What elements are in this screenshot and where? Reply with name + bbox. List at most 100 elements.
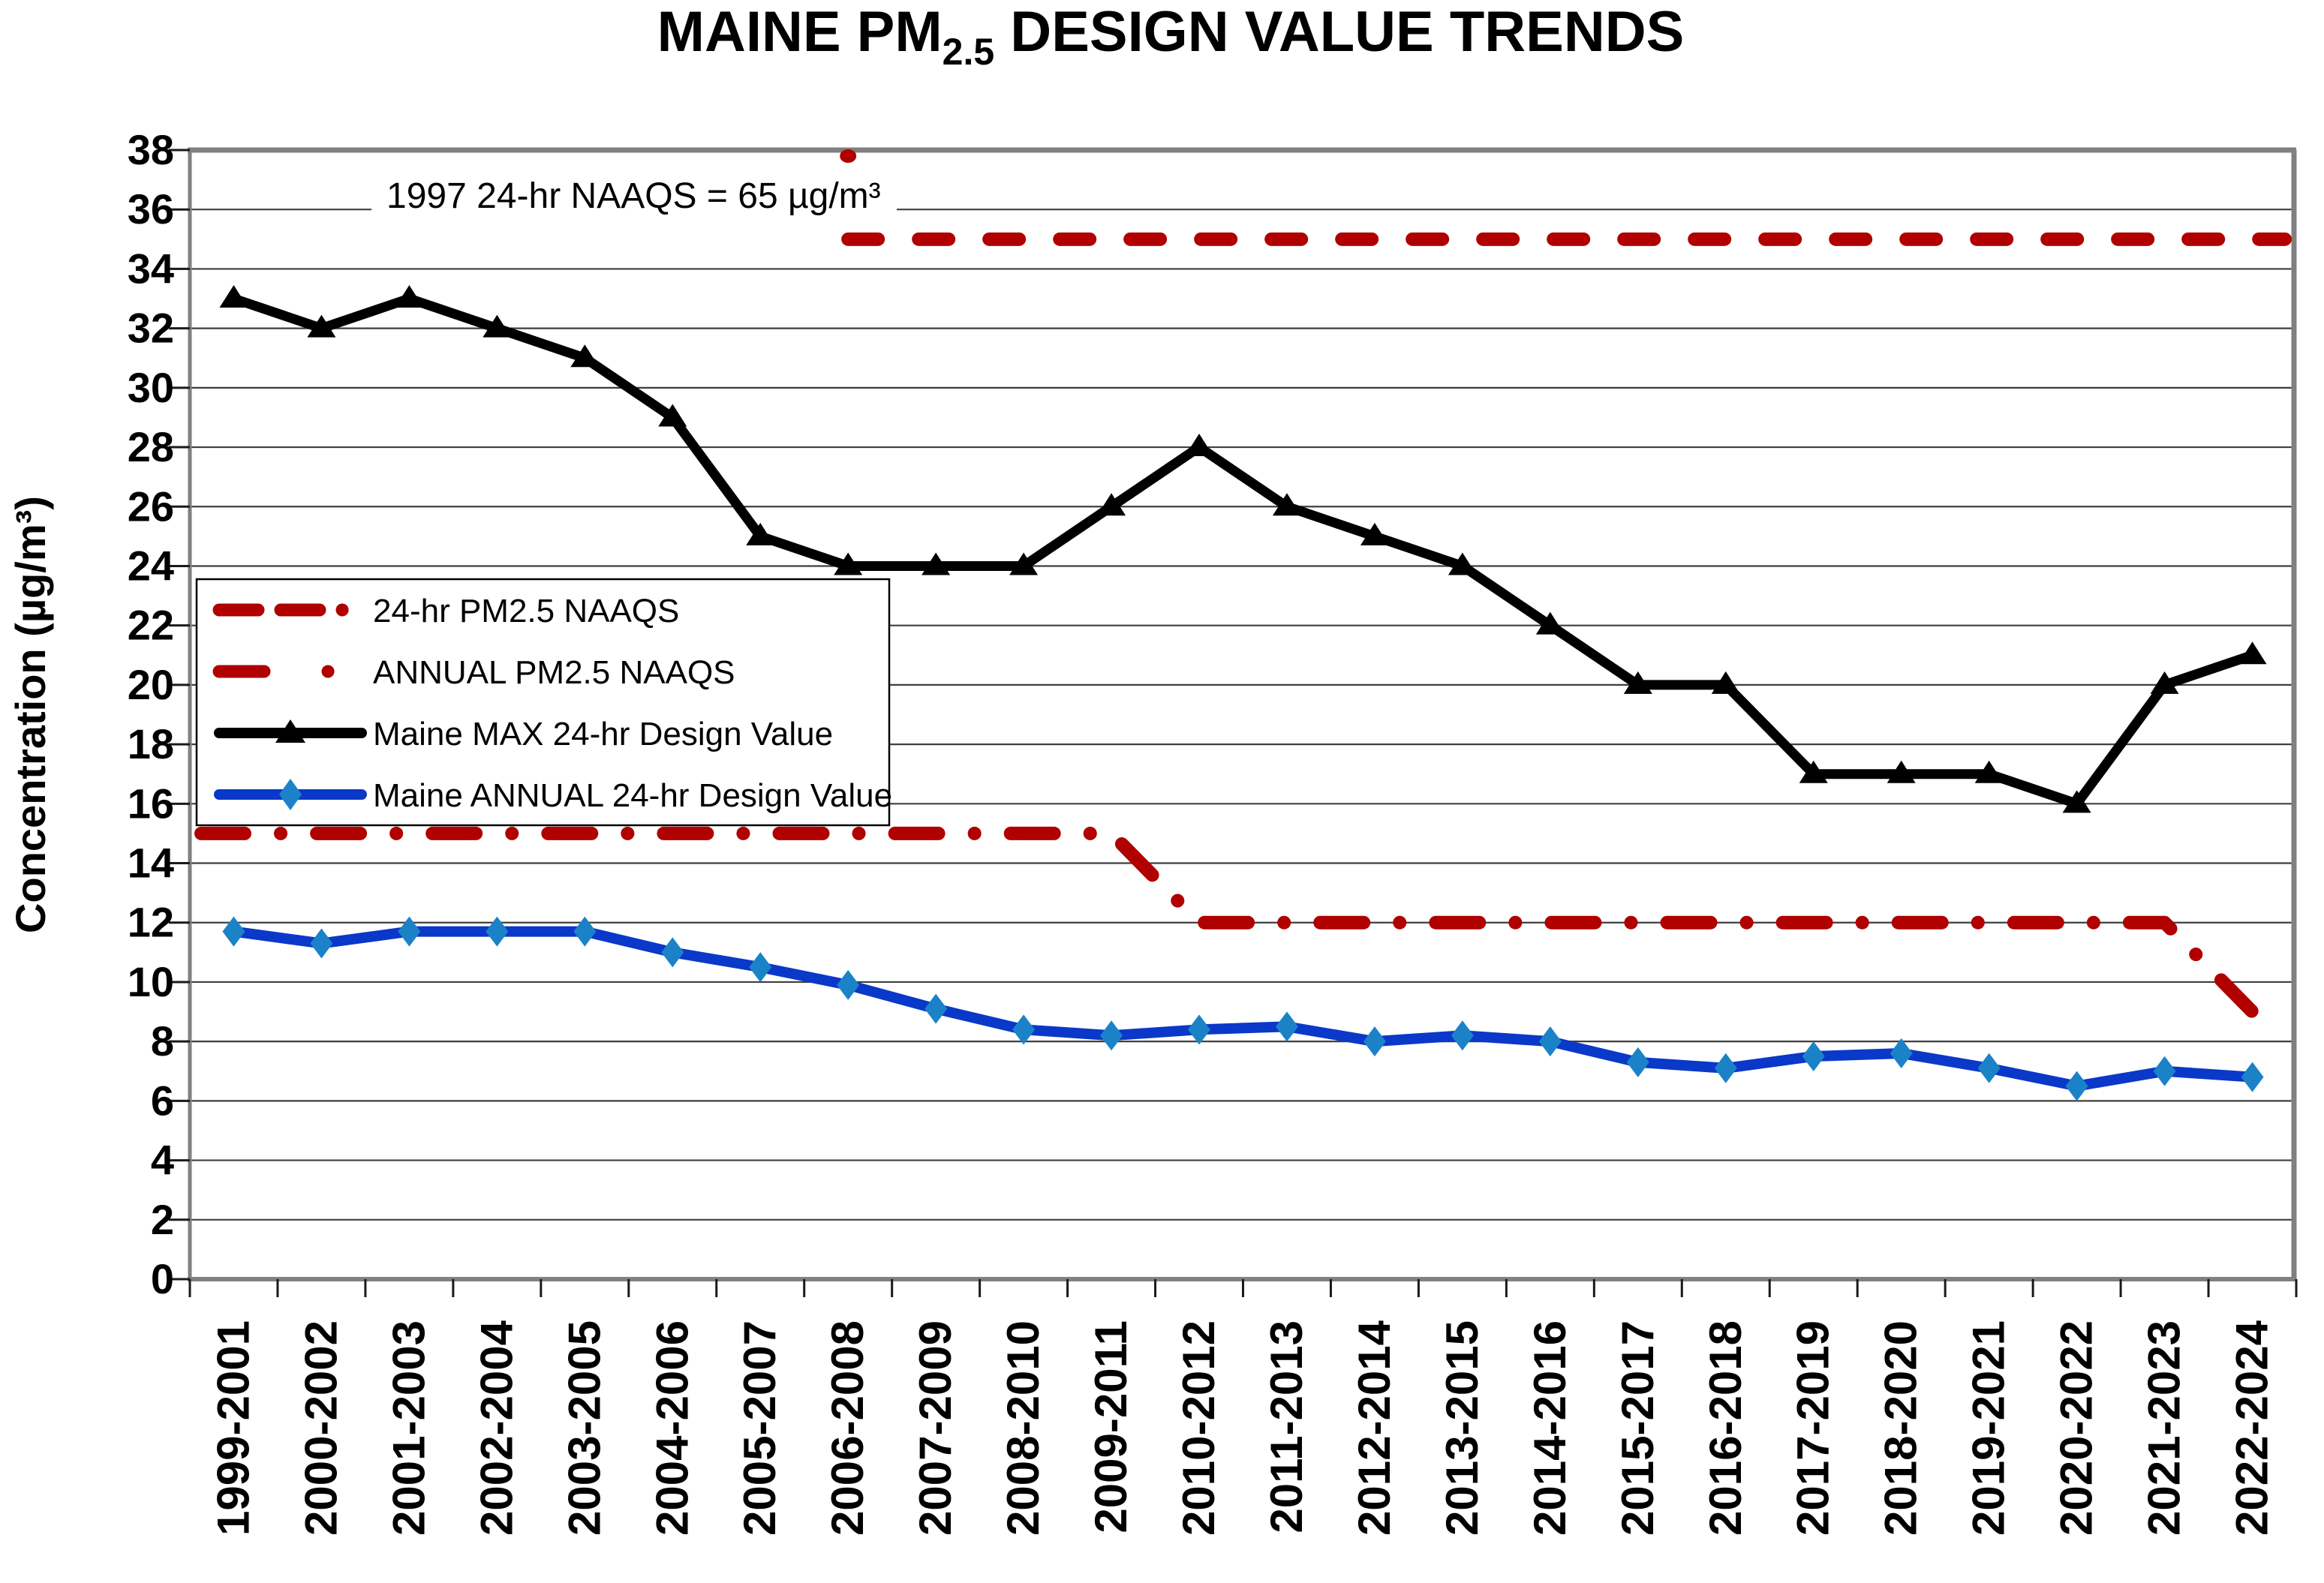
triangle-marker <box>395 285 424 308</box>
x-axis-tick-label: 2007-2009 <box>910 1320 961 1536</box>
triangle-marker <box>483 314 512 338</box>
diamond-marker <box>1626 1047 1649 1077</box>
y-axis-tick-label: 26 <box>128 482 174 530</box>
y-axis-tick-label: 36 <box>128 185 174 233</box>
x-axis-tick-label: 1999-2001 <box>208 1320 258 1536</box>
y-axis-tick-label: 32 <box>128 305 174 352</box>
axes: 024681012141618202224262830323436381999-… <box>7 126 2298 1536</box>
y-axis-tick-label: 12 <box>128 899 174 946</box>
diamond-marker <box>1363 1026 1386 1057</box>
x-axis-tick-label: 2017-2019 <box>1788 1320 1838 1536</box>
y-axis-tick-label: 2 <box>151 1196 174 1243</box>
y-axis-tick-label: 0 <box>151 1255 174 1302</box>
annotation-text: 1997 24-hr NAAQS = 65 µg/m³ <box>386 176 881 216</box>
chart-title: MAINE PM2.5 DESIGN VALUE TRENDS <box>657 0 1685 73</box>
triangle-marker <box>307 314 336 338</box>
y-axis-tick-label: 14 <box>128 840 174 887</box>
diamond-marker <box>398 916 421 947</box>
y-axis-tick-label: 38 <box>128 126 174 173</box>
diamond-marker <box>1538 1026 1562 1057</box>
x-axis-tick-label: 2003-2005 <box>559 1320 609 1536</box>
y-axis-title: Concentration (µg/m³) <box>7 496 54 933</box>
legend-box <box>195 578 891 827</box>
legend-item: Maine MAX 24-hr Design Value <box>214 716 833 752</box>
x-axis-tick-label: 2006-2008 <box>822 1320 873 1536</box>
x-axis-tick-label: 2020-2022 <box>2052 1320 2102 1536</box>
legend-item-label: Maine ANNUAL 24-hr Design Value <box>373 777 892 814</box>
triangle-marker <box>1623 671 1652 694</box>
legend-item-label: 24-hr PM2.5 NAAQS <box>373 593 679 629</box>
legend-triangle-marker-icon <box>275 719 305 743</box>
diamond-marker <box>2241 1062 2264 1092</box>
x-axis-tick-label: 2022-2024 <box>2227 1320 2277 1536</box>
triangle-marker <box>1799 760 1828 783</box>
y-axis-tick-label: 24 <box>128 542 174 589</box>
annual-series-line <box>228 926 2258 1092</box>
triangle-marker <box>746 522 775 545</box>
x-axis-tick-label: 2004-2006 <box>647 1320 697 1536</box>
triangle-marker <box>2150 671 2179 694</box>
x-axis-tick-label: 2012-2014 <box>1349 1320 1400 1536</box>
x-axis-tick-label: 2002-2004 <box>471 1320 522 1536</box>
x-axis-tick-label: 2018-2020 <box>1876 1320 1926 1536</box>
y-axis-tick-label: 18 <box>128 720 174 767</box>
y-axis-tick-label: 4 <box>151 1137 174 1184</box>
diamond-marker <box>924 993 948 1024</box>
diamond-marker <box>310 928 333 959</box>
x-axis-tick-label: 2019-2021 <box>1964 1320 2014 1536</box>
x-axis-tick-label: 2014-2016 <box>1525 1320 1575 1536</box>
y-axis-tick-label: 30 <box>128 364 174 411</box>
x-axis-tick-label: 2010-2012 <box>1174 1320 1224 1536</box>
x-axis-tick-label: 2001-2003 <box>383 1320 434 1536</box>
x-axis-tick-label: 2021-2023 <box>2139 1320 2190 1536</box>
triangle-marker <box>1185 434 1214 457</box>
legend-diamond-marker-icon <box>279 779 302 810</box>
triangle-marker <box>1448 552 1477 575</box>
triangle-marker <box>1887 760 1916 783</box>
series-annual <box>222 916 2264 1101</box>
diamond-marker <box>486 916 509 947</box>
diamond-marker <box>222 916 245 947</box>
diamond-marker <box>1714 1053 1737 1083</box>
legend-item-label: ANNUAL PM2.5 NAAQS <box>373 654 735 691</box>
diamond-marker <box>1451 1020 1474 1051</box>
diamond-marker <box>1977 1053 2001 1083</box>
y-axis-tick-label: 16 <box>128 779 174 827</box>
x-axis-tick-label: 2000-2002 <box>296 1320 346 1536</box>
diamond-marker <box>1012 1014 1036 1045</box>
legend-item: 24-hr PM2.5 NAAQS <box>212 593 679 629</box>
triangle-marker <box>2062 790 2091 813</box>
y-axis-tick-label: 28 <box>128 423 174 470</box>
diamond-marker <box>749 952 772 983</box>
annotation: 1997 24-hr NAAQS = 65 µg/m³ <box>371 159 897 225</box>
triangle-marker <box>1711 671 1740 694</box>
triangle-marker <box>834 552 863 575</box>
naaqs-24hr-clipped-dot <box>840 149 857 163</box>
legend-item: Maine ANNUAL 24-hr Design Value <box>214 777 892 814</box>
max-series-line <box>228 293 2258 809</box>
y-axis-tick-label: 34 <box>128 245 174 292</box>
triangle-marker <box>921 552 951 575</box>
y-axis-tick-label: 6 <box>151 1077 174 1124</box>
x-axis-tick-label: 2015-2017 <box>1613 1320 1663 1536</box>
annotation-box <box>371 159 897 225</box>
diamond-marker <box>1802 1041 1825 1071</box>
x-axis-tick-label: 2013-2015 <box>1437 1320 1487 1536</box>
legend: 24-hr PM2.5 NAAQS ANNUAL PM2.5 NAAQS Maine… <box>195 578 892 827</box>
x-axis-tick-label: 2011-2013 <box>1261 1320 1312 1533</box>
ref-line-24hr-naaqs <box>840 149 2292 246</box>
triangle-marker <box>1535 611 1565 635</box>
triangle-marker <box>1360 522 1389 545</box>
triangle-marker <box>1009 552 1039 575</box>
y-axis-tick-label: 8 <box>151 1017 174 1065</box>
y-axis-tick-label: 22 <box>128 602 174 649</box>
series-max-24hr <box>219 285 2267 813</box>
x-axis-tick-label: 2009-2011 <box>1086 1320 1136 1533</box>
legend-item: ANNUAL PM2.5 NAAQS <box>212 654 735 691</box>
diamond-marker <box>837 969 860 1000</box>
y-axis-tick-label: 20 <box>128 661 174 708</box>
y-axis-tick-label: 10 <box>128 958 174 1005</box>
diamond-marker <box>2153 1056 2176 1086</box>
